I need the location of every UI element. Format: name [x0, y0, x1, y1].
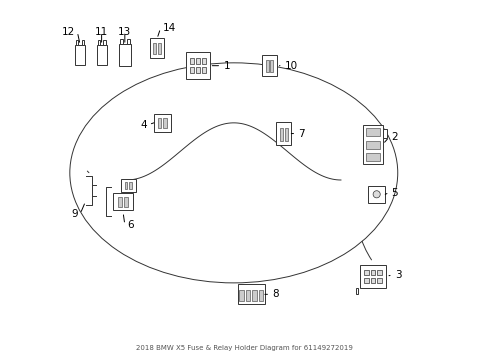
Bar	[82, 40, 84, 45]
Bar	[129, 182, 132, 189]
Bar	[202, 67, 205, 73]
Text: 13: 13	[118, 27, 131, 37]
Bar	[150, 38, 163, 58]
Text: 1: 1	[223, 61, 229, 71]
Text: 9: 9	[71, 209, 78, 219]
Bar	[119, 44, 130, 66]
Text: 8: 8	[272, 289, 279, 299]
Bar	[202, 58, 205, 64]
Bar	[163, 118, 166, 129]
Bar	[118, 197, 122, 207]
Bar	[113, 193, 133, 210]
Text: 14: 14	[163, 23, 176, 33]
Bar	[186, 52, 209, 79]
Bar	[196, 67, 200, 73]
Bar	[245, 290, 250, 301]
Bar	[265, 60, 268, 72]
Text: 11: 11	[95, 27, 108, 37]
Bar	[262, 55, 276, 76]
Bar	[270, 60, 273, 72]
Bar	[75, 45, 85, 65]
Bar	[98, 40, 100, 45]
Bar	[153, 113, 171, 132]
Bar	[359, 265, 386, 288]
Bar	[377, 278, 381, 283]
Bar	[124, 182, 127, 189]
Bar	[238, 284, 264, 304]
Text: 6: 6	[127, 220, 133, 230]
Bar	[365, 153, 380, 161]
Bar	[196, 58, 200, 64]
Bar	[121, 179, 135, 192]
Bar	[190, 67, 194, 73]
Bar	[276, 122, 291, 145]
Bar	[370, 270, 375, 275]
Bar	[258, 290, 263, 301]
Bar	[127, 39, 129, 44]
Bar	[382, 129, 386, 138]
FancyArrowPatch shape	[211, 252, 250, 281]
Bar	[370, 278, 375, 283]
Bar	[363, 270, 368, 275]
FancyArrowPatch shape	[353, 164, 370, 179]
Bar	[103, 40, 105, 45]
Bar	[97, 45, 106, 65]
Bar	[279, 128, 282, 140]
FancyArrowPatch shape	[253, 146, 281, 171]
Text: 12: 12	[62, 27, 75, 37]
Bar	[158, 43, 160, 54]
Text: 7: 7	[298, 129, 305, 139]
Ellipse shape	[70, 63, 397, 283]
Bar	[367, 186, 385, 203]
Bar	[377, 270, 381, 275]
Text: 2018 BMW X5 Fuse & Relay Holder Diagram for 61149272019: 2018 BMW X5 Fuse & Relay Holder Diagram …	[136, 346, 352, 351]
Text: 2: 2	[390, 132, 397, 142]
Bar	[365, 141, 380, 149]
FancyArrowPatch shape	[104, 132, 161, 183]
Bar	[363, 125, 382, 164]
Bar	[190, 58, 194, 64]
FancyArrowPatch shape	[359, 233, 371, 260]
Text: 3: 3	[394, 270, 401, 280]
Bar	[363, 278, 368, 283]
Bar	[153, 43, 156, 54]
FancyArrowPatch shape	[156, 84, 188, 120]
Bar	[239, 290, 244, 301]
Bar	[158, 118, 161, 129]
Bar	[252, 290, 256, 301]
Text: 4: 4	[140, 120, 146, 130]
Bar	[124, 197, 128, 207]
Text: 10: 10	[285, 61, 297, 71]
Text: 5: 5	[391, 188, 398, 198]
Circle shape	[372, 191, 380, 198]
Bar	[120, 39, 122, 44]
Bar	[355, 288, 358, 294]
Bar	[284, 128, 287, 140]
Bar	[365, 128, 380, 136]
Bar	[76, 40, 78, 45]
